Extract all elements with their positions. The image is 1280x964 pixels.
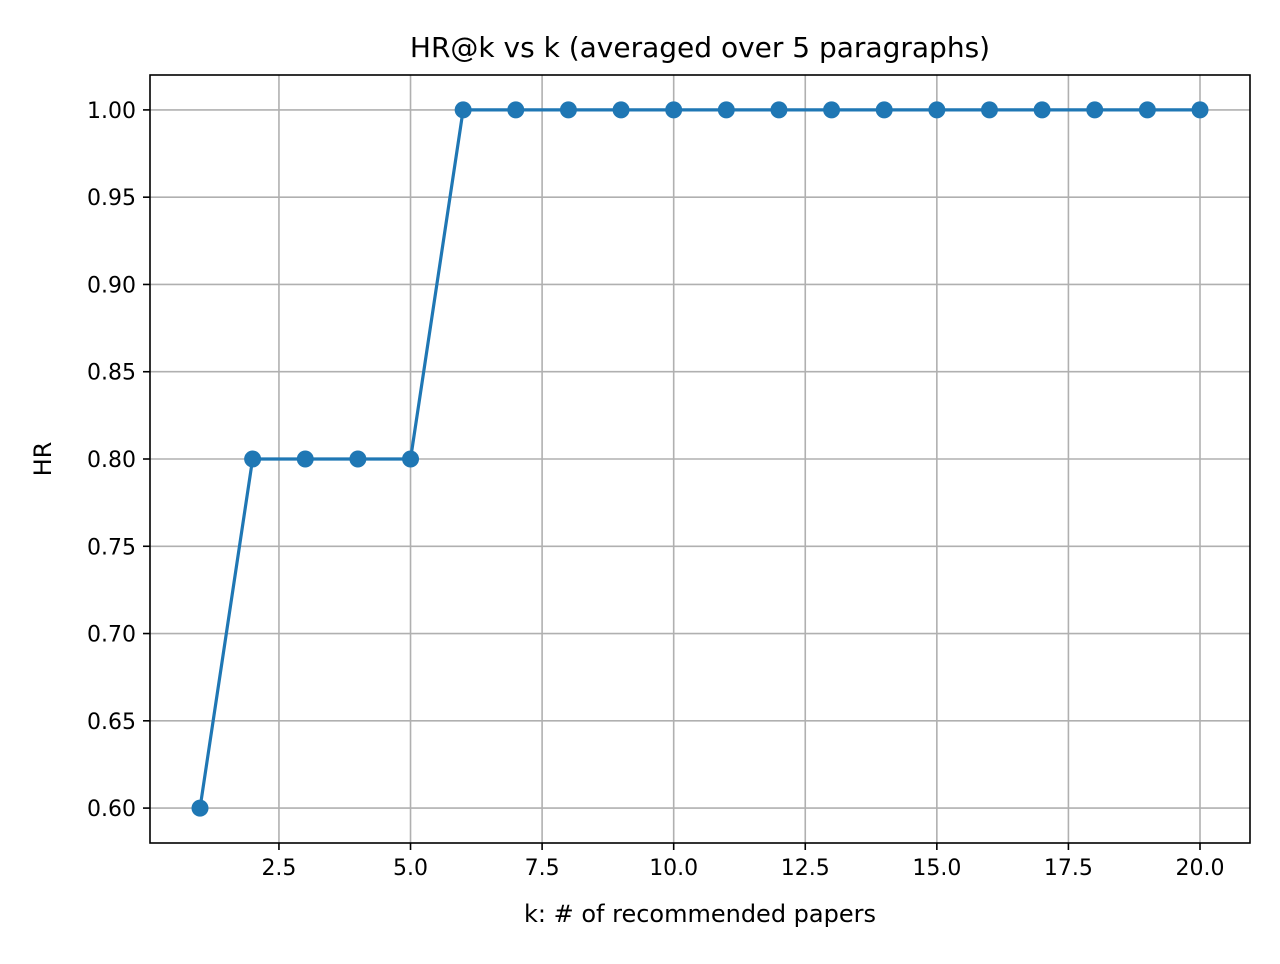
tick-layer: 2.5 5.0 7.5 10.0 12.5 15.0 17.5 20.0 0.60 0.65 0.7… bbox=[87, 99, 1224, 881]
data-point bbox=[1138, 101, 1156, 119]
data-point bbox=[980, 101, 998, 119]
data-point bbox=[244, 450, 262, 468]
x-tick-label: 2.5 bbox=[261, 856, 296, 881]
y-tick-label: 0.85 bbox=[87, 361, 136, 386]
data-point bbox=[1033, 101, 1051, 119]
x-axis-label: k: # of recommended papers bbox=[524, 900, 876, 928]
data-point bbox=[823, 101, 841, 119]
data-point bbox=[875, 101, 893, 119]
data-point bbox=[612, 101, 630, 119]
data-point bbox=[1191, 101, 1209, 119]
data-point bbox=[191, 799, 209, 817]
data-point bbox=[770, 101, 788, 119]
data-point bbox=[1086, 101, 1104, 119]
y-tick-label: 0.80 bbox=[87, 448, 136, 473]
y-tick-label: 1.00 bbox=[87, 99, 136, 124]
y-tick-label: 0.75 bbox=[87, 535, 136, 560]
data-point bbox=[454, 101, 472, 119]
x-tick-label: 7.5 bbox=[525, 856, 560, 881]
data-point bbox=[349, 450, 367, 468]
x-tick-label: 12.5 bbox=[781, 856, 830, 881]
series-line bbox=[198, 108, 1202, 810]
x-tick-label: 5.0 bbox=[393, 856, 428, 881]
data-point bbox=[507, 101, 525, 119]
x-tick-label: 15.0 bbox=[912, 856, 961, 881]
x-tick-label: 17.5 bbox=[1044, 856, 1093, 881]
series-layer bbox=[191, 101, 1209, 817]
data-point bbox=[717, 101, 735, 119]
y-axis-label: HR bbox=[29, 442, 57, 477]
y-tick-label: 0.90 bbox=[87, 273, 136, 298]
y-tick-label: 0.95 bbox=[87, 186, 136, 211]
y-tick-label: 0.65 bbox=[87, 710, 136, 735]
y-tick-label: 0.60 bbox=[87, 797, 136, 822]
data-point bbox=[559, 101, 577, 119]
data-point bbox=[402, 450, 420, 468]
chart-title: HR@k vs k (averaged over 5 paragraphs) bbox=[410, 31, 990, 64]
x-tick-label: 20.0 bbox=[1176, 856, 1225, 881]
data-point bbox=[928, 101, 946, 119]
x-tick-label: 10.0 bbox=[649, 856, 698, 881]
data-point bbox=[296, 450, 314, 468]
data-point bbox=[665, 101, 683, 119]
y-tick-label: 0.70 bbox=[87, 623, 136, 648]
